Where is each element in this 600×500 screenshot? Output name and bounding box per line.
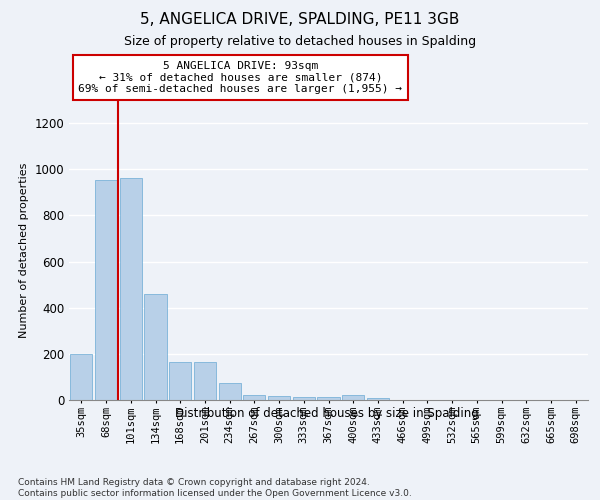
Bar — [367, 398, 389, 400]
Bar — [95, 180, 117, 400]
Bar — [342, 396, 364, 400]
Text: Distribution of detached houses by size in Spalding: Distribution of detached houses by size … — [175, 408, 479, 420]
Bar — [243, 395, 265, 400]
Bar — [119, 178, 142, 400]
Bar — [268, 396, 290, 400]
Y-axis label: Number of detached properties: Number of detached properties — [19, 162, 29, 338]
Text: 5, ANGELICA DRIVE, SPALDING, PE11 3GB: 5, ANGELICA DRIVE, SPALDING, PE11 3GB — [140, 12, 460, 28]
Text: 5 ANGELICA DRIVE: 93sqm
← 31% of detached houses are smaller (874)
69% of semi-d: 5 ANGELICA DRIVE: 93sqm ← 31% of detache… — [78, 61, 402, 94]
Bar — [293, 396, 315, 400]
Bar — [169, 362, 191, 400]
Text: Size of property relative to detached houses in Spalding: Size of property relative to detached ho… — [124, 35, 476, 48]
Bar — [145, 294, 167, 400]
Text: Contains HM Land Registry data © Crown copyright and database right 2024.
Contai: Contains HM Land Registry data © Crown c… — [18, 478, 412, 498]
Bar — [218, 384, 241, 400]
Bar — [194, 362, 216, 400]
Bar — [317, 396, 340, 400]
Bar — [70, 354, 92, 400]
